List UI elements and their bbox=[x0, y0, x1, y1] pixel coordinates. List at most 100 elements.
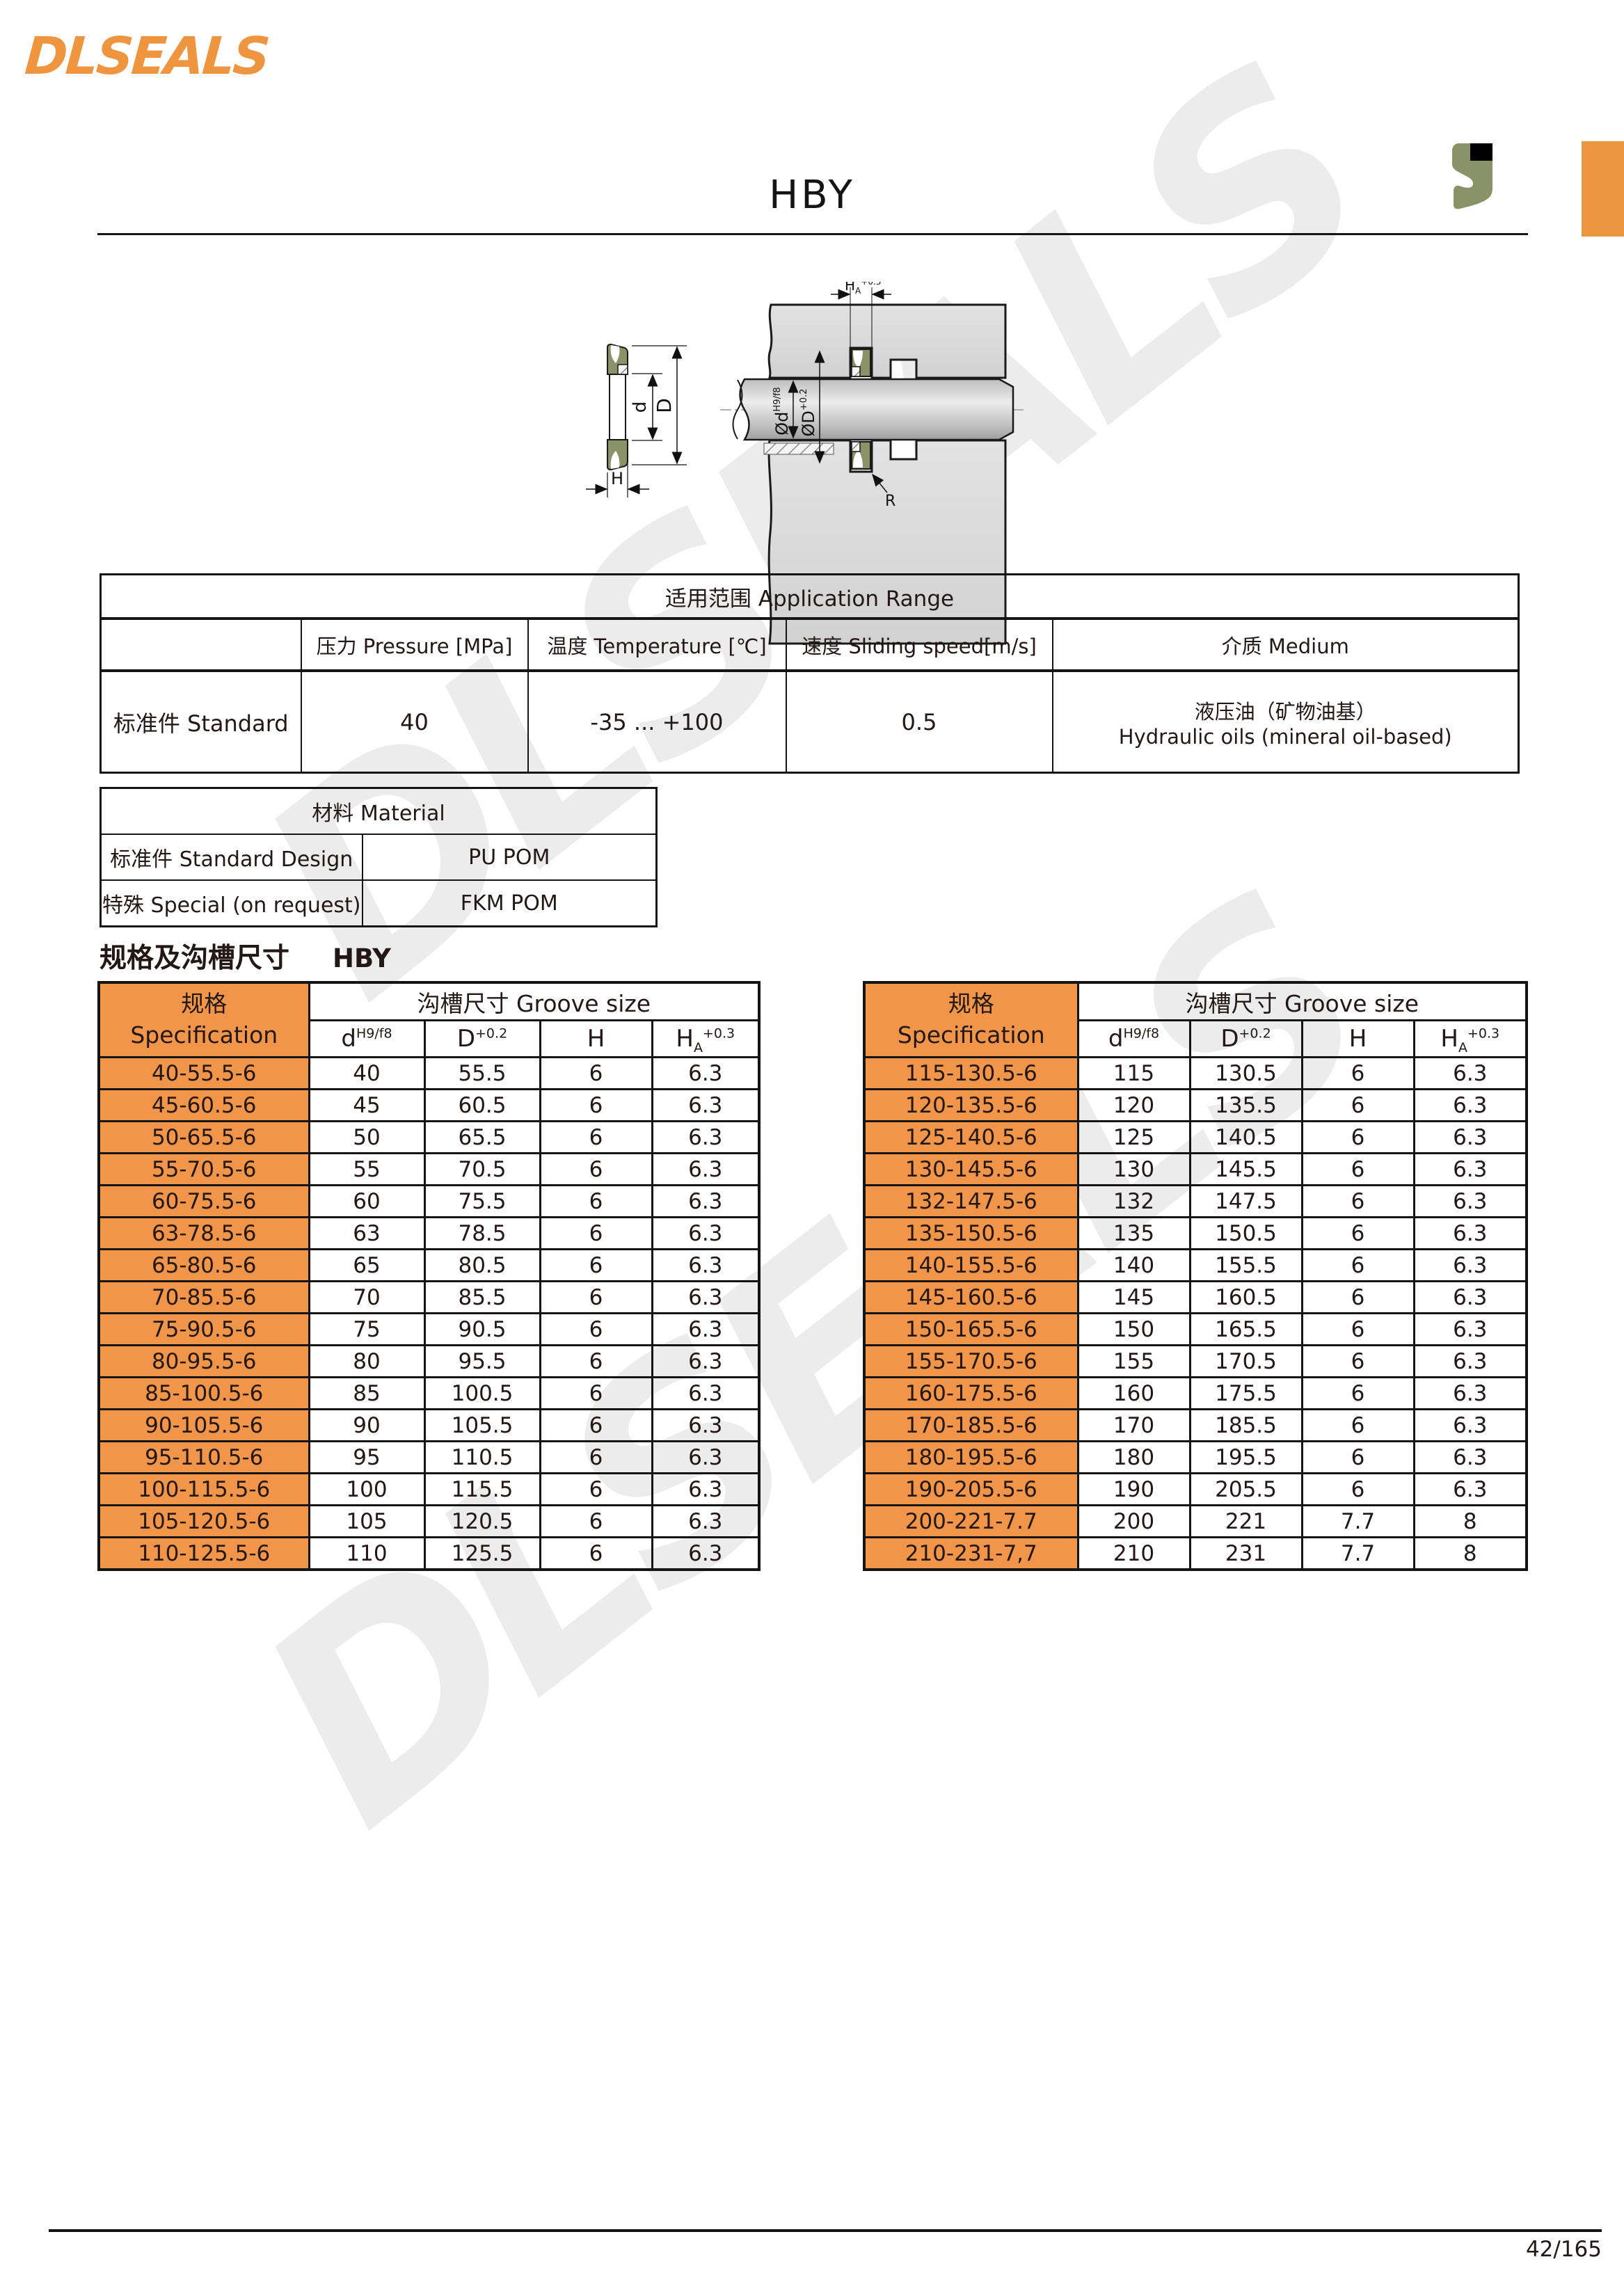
hatch-strip bbox=[763, 443, 834, 455]
spec-cell-value: 6.3 bbox=[1412, 1056, 1528, 1090]
medium-chinese: 液压油（矿物油基） bbox=[1194, 699, 1376, 724]
spec-cell-value: 6.3 bbox=[651, 1312, 761, 1346]
spec-cell-value: 100.5 bbox=[423, 1376, 541, 1410]
rod bbox=[739, 378, 1014, 441]
spec-cell-value: 190 bbox=[1076, 1472, 1191, 1506]
spec-cell-value: 95.5 bbox=[423, 1344, 541, 1378]
spec-cell-value: 6.3 bbox=[1412, 1248, 1528, 1282]
spec-cell-specification: 200-221-7.7 bbox=[863, 1504, 1079, 1538]
spec-cell-value: 150.5 bbox=[1188, 1216, 1303, 1250]
spec-row: 125-140.5-6 125 140.5 6 6.3 bbox=[863, 1120, 1528, 1154]
application-range-table: 适用范围 Application Range 压力 Pressure [MPa]… bbox=[99, 573, 1520, 774]
groove-size-header: 沟槽尺寸 Groove size bbox=[308, 981, 761, 1021]
spec-section-heading: 规格及沟槽尺寸 HBY bbox=[99, 936, 391, 975]
spec-cell-value: 6 bbox=[1300, 1408, 1415, 1442]
subheader-d: dH9/f8 bbox=[1076, 1019, 1191, 1058]
col-header-medium: 介质 Medium bbox=[1051, 618, 1520, 672]
spec-table-right: 规格 Specification 沟槽尺寸 Groove size dH9/f8… bbox=[863, 981, 1528, 1571]
spec-cell-value: 40 bbox=[308, 1056, 426, 1090]
spec-cell-value: 8 bbox=[1412, 1536, 1528, 1571]
spec-cell-value: 65.5 bbox=[423, 1120, 541, 1154]
accent-bar bbox=[1582, 141, 1624, 237]
spec-cell-value: 170 bbox=[1076, 1408, 1191, 1442]
spec-header-cn: 规格 bbox=[948, 990, 994, 1018]
subheader-D: D+0.2 bbox=[1188, 1019, 1303, 1058]
spec-cell-value: 6 bbox=[539, 1248, 653, 1282]
spec-cell-value: 45 bbox=[308, 1088, 426, 1122]
spec-cell-value: 6.3 bbox=[651, 1408, 761, 1442]
spec-cell-value: 6.3 bbox=[651, 1280, 761, 1314]
spec-cell-value: 6 bbox=[1300, 1184, 1415, 1218]
dimension-d bbox=[632, 373, 662, 441]
spec-cell-specification: 80-95.5-6 bbox=[97, 1344, 310, 1378]
spec-cell-specification: 75-90.5-6 bbox=[97, 1312, 310, 1346]
spec-cell-value: 6 bbox=[539, 1536, 653, 1571]
spec-cell-value: 6 bbox=[1300, 1376, 1415, 1410]
spec-cell-value: 100 bbox=[308, 1472, 426, 1506]
spec-row: 65-80.5-6 65 80.5 6 6.3 bbox=[97, 1248, 761, 1282]
spec-cell-value: 95 bbox=[308, 1440, 426, 1474]
spec-cell-specification: 150-165.5-6 bbox=[863, 1312, 1079, 1346]
spec-row: 160-175.5-6 160 175.5 6 6.3 bbox=[863, 1376, 1528, 1410]
spec-cell-value: 6 bbox=[539, 1312, 653, 1346]
spec-row: 75-90.5-6 75 90.5 6 6.3 bbox=[97, 1312, 761, 1346]
spec-cell-value: 6 bbox=[539, 1504, 653, 1538]
spec-cell-value: 6 bbox=[1300, 1280, 1415, 1314]
spec-row: 60-75.5-6 60 75.5 6 6.3 bbox=[97, 1184, 761, 1218]
spec-cell-value: 6 bbox=[1300, 1440, 1415, 1474]
spec-cell-value: 132 bbox=[1076, 1184, 1191, 1218]
spec-cell-value: 115.5 bbox=[423, 1472, 541, 1506]
spec-row: 110-125.5-6 110 125.5 6 6.3 bbox=[97, 1536, 761, 1571]
dimension-od-label: ØdH9/f8 bbox=[772, 387, 792, 435]
spec-cell-value: 90 bbox=[308, 1408, 426, 1442]
spec-cell-value: 110 bbox=[308, 1536, 426, 1571]
spec-cell-value: 6 bbox=[539, 1472, 653, 1506]
spec-cell-value: 6 bbox=[539, 1344, 653, 1378]
col-header-speed: 速度 Sliding speed[m/s] bbox=[785, 618, 1053, 672]
spec-cell-value: 6.3 bbox=[651, 1056, 761, 1090]
spec-cell-value: 6.3 bbox=[651, 1152, 761, 1186]
spec-cell-value: 6.3 bbox=[651, 1536, 761, 1571]
spec-cell-value: 50 bbox=[308, 1120, 426, 1154]
spec-cell-value: 110.5 bbox=[423, 1440, 541, 1474]
spec-cell-value: 6.3 bbox=[1412, 1408, 1528, 1442]
spec-row: 200-221-7.7 200 221 7.7 8 bbox=[863, 1504, 1528, 1538]
rod-break-line bbox=[732, 379, 743, 440]
spec-cell-value: 7.7 bbox=[1300, 1536, 1415, 1571]
spec-row: 100-115.5-6 100 115.5 6 6.3 bbox=[97, 1472, 761, 1506]
spec-cell-value: 7.7 bbox=[1300, 1504, 1415, 1538]
spec-cell-value: 6.3 bbox=[1412, 1088, 1528, 1122]
spec-row: 145-160.5-6 145 160.5 6 6.3 bbox=[863, 1280, 1528, 1314]
spec-cell-value: 8 bbox=[1412, 1504, 1528, 1538]
spec-cell-value: 6.3 bbox=[651, 1472, 761, 1506]
spec-cell-specification: 120-135.5-6 bbox=[863, 1088, 1079, 1122]
value-temperature: -35 ... +100 bbox=[527, 670, 787, 774]
spec-row: 50-65.5-6 50 65.5 6 6.3 bbox=[97, 1120, 761, 1154]
groove-size-header: 沟槽尺寸 Groove size bbox=[1076, 981, 1528, 1021]
spec-cell-specification: 145-160.5-6 bbox=[863, 1280, 1079, 1314]
housing-top bbox=[767, 303, 1007, 379]
spec-cell-value: 6.3 bbox=[651, 1184, 761, 1218]
spec-cell-specification: 125-140.5-6 bbox=[863, 1120, 1079, 1154]
spec-cell-value: 6 bbox=[1300, 1312, 1415, 1346]
spec-row: 180-195.5-6 180 195.5 6 6.3 bbox=[863, 1440, 1528, 1474]
spec-cell-value: 105.5 bbox=[423, 1408, 541, 1442]
spec-cell-value: 6.3 bbox=[1412, 1216, 1528, 1250]
spec-cell-value: 6 bbox=[1300, 1248, 1415, 1282]
spec-cell-specification: 40-55.5-6 bbox=[97, 1056, 310, 1090]
spec-cell-value: 160 bbox=[1076, 1376, 1191, 1410]
seal-cross-section bbox=[607, 343, 628, 471]
dimension-H-label: H bbox=[611, 469, 623, 488]
value-speed: 0.5 bbox=[785, 670, 1053, 774]
spec-cell-specification: 210-231-7,7 bbox=[863, 1536, 1079, 1571]
spec-cell-value: 78.5 bbox=[423, 1216, 541, 1250]
value-medium: 液压油（矿物油基） Hydraulic oils (mineral oil-ba… bbox=[1051, 670, 1520, 774]
spec-cell-value: 6 bbox=[1300, 1152, 1415, 1186]
spec-cell-specification: 110-125.5-6 bbox=[97, 1536, 310, 1571]
material-row-value: PU POM bbox=[361, 834, 658, 881]
spec-cell-value: 140.5 bbox=[1188, 1120, 1303, 1154]
spec-row: 45-60.5-6 45 60.5 6 6.3 bbox=[97, 1088, 761, 1122]
spec-cell-value: 55 bbox=[308, 1152, 426, 1186]
material-row-label: 标准件 Standard Design bbox=[99, 834, 363, 881]
